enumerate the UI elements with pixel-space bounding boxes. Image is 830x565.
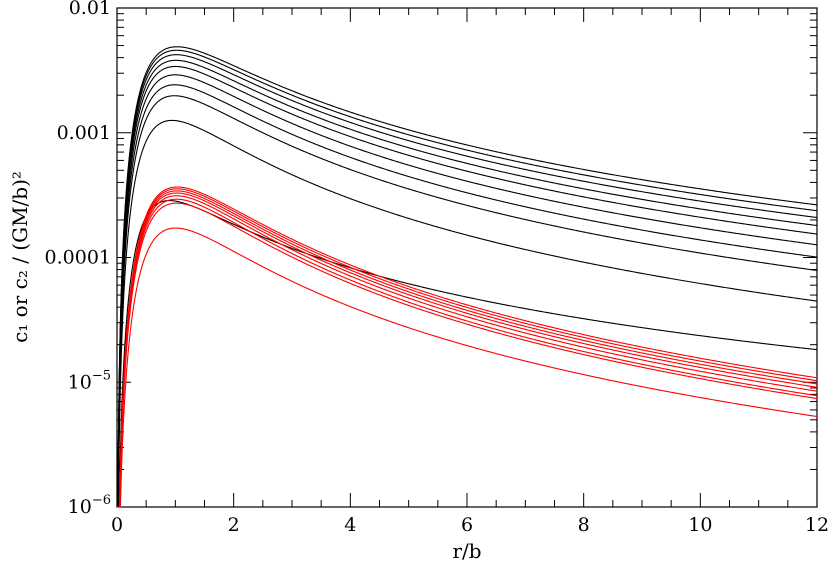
- series-line-7: [117, 84, 818, 508]
- series-line-13: [117, 190, 818, 508]
- series-line-9: [117, 119, 818, 508]
- series-line-16: [117, 198, 818, 508]
- y-tick-labels: 0.01 0.001 0.0001 10−5 10−6: [45, 0, 111, 518]
- series-line-8: [117, 95, 818, 508]
- series-line-15: [117, 195, 818, 508]
- y-tick-label: 0.01: [69, 0, 111, 19]
- series-line-17: [117, 202, 818, 508]
- series-line-5: [117, 65, 818, 508]
- series-line-11: [117, 186, 818, 508]
- x-tick-label: 6: [461, 514, 473, 536]
- x-tick-label: 12: [805, 514, 829, 536]
- y-tick-label: 10−5: [68, 368, 111, 393]
- axis-ticks: [116, 8, 818, 508]
- x-tick-label: 4: [344, 514, 356, 536]
- x-tick-label: 10: [688, 514, 712, 536]
- series-line-1: [117, 46, 818, 508]
- series-line-2: [117, 49, 818, 508]
- x-tick-label: 8: [578, 514, 590, 536]
- series-layer: [117, 46, 818, 508]
- y-tick-label: 0.0001: [45, 247, 111, 269]
- series-line-14: [117, 192, 818, 508]
- series-line-6: [117, 74, 818, 508]
- x-tick-label: 0: [111, 514, 123, 536]
- y-tick-label: 0.001: [57, 122, 111, 144]
- series-line-12: [117, 188, 818, 508]
- series-line-18: [117, 227, 818, 508]
- y-tick-label: 10−6: [68, 493, 111, 518]
- series-line-10: [117, 200, 818, 508]
- series-line-4: [117, 59, 818, 508]
- x-axis-title: r/b: [452, 539, 481, 563]
- x-tick-labels: 0 2 4 6 8 10 12: [111, 514, 829, 536]
- plot-frame: [116, 7, 818, 508]
- series-line-3: [117, 54, 818, 508]
- x-tick-label: 2: [228, 514, 240, 536]
- y-axis-title: c₁ or c₂ / (GM/b)²: [8, 171, 32, 343]
